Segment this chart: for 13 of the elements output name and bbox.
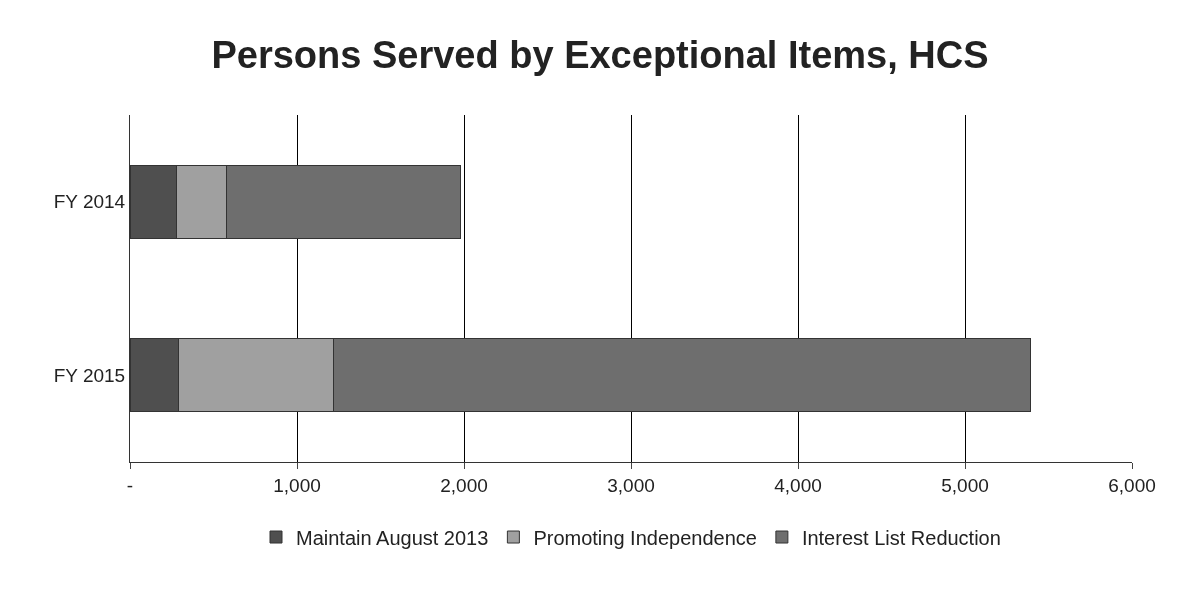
x-tick-label: 2,000: [440, 474, 488, 496]
x-tick-label: 1,000: [273, 474, 321, 496]
x-tick-label: -: [126, 474, 134, 496]
legend-label: Promoting Independence: [533, 526, 757, 549]
legend-label: Maintain August 2013: [296, 526, 489, 549]
x-tick-label: 6,000: [1108, 474, 1156, 496]
x-tick-label: 3,000: [607, 474, 655, 496]
x-tick-label: 4,000: [774, 474, 822, 496]
y-tick-label: FY 2014: [53, 191, 126, 213]
legend-label: Interest List Reduction: [801, 526, 1001, 549]
y-tick-label: FY 2015: [53, 364, 126, 386]
x-tick-label: 5,000: [941, 474, 989, 496]
chart-title: Persons Served by Exceptional Items, HCS: [211, 34, 989, 77]
